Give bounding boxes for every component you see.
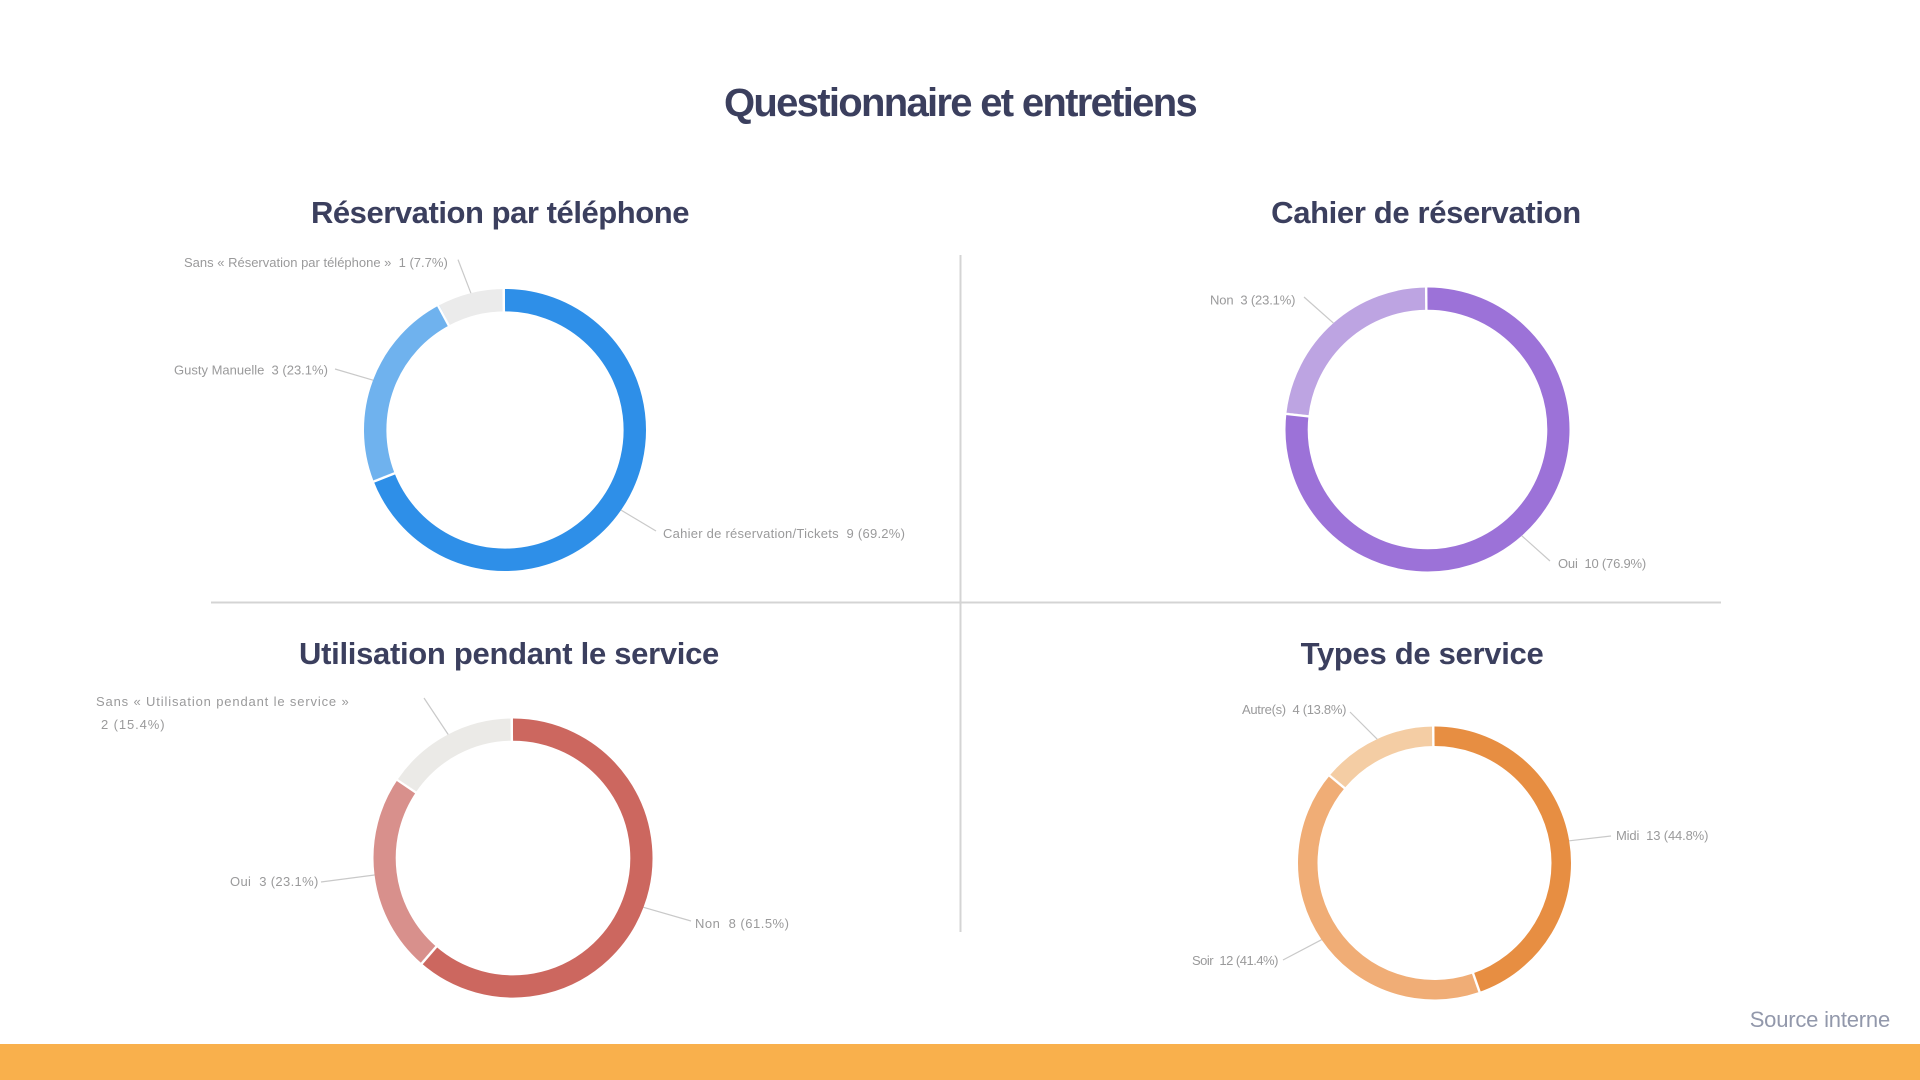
- svg-text:Cahier de réservation/Tickets: Cahier de réservation/Tickets 9 (69.2%): [663, 526, 905, 541]
- svg-text:Non 8 (61.5%): Non 8 (61.5%): [695, 916, 789, 931]
- svg-text:Midi 13 (44.8%): Midi 13 (44.8%): [1616, 828, 1708, 843]
- svg-text:Sans « Utilisation pendant le: Sans « Utilisation pendant le service »: [96, 694, 350, 709]
- svg-text:Réservation par téléphone: Réservation par téléphone: [311, 195, 689, 230]
- svg-text:Sans « Réservation par télépho: Sans « Réservation par téléphone » 1 (7.…: [184, 255, 448, 270]
- svg-text:Autre(s) 4 (13.8%): Autre(s) 4 (13.8%): [1242, 702, 1346, 717]
- svg-text:Questionnaire et entretiens: Questionnaire et entretiens: [724, 81, 1196, 125]
- svg-text:Non 3 (23.1%): Non 3 (23.1%): [1210, 293, 1295, 308]
- svg-text:Oui 3 (23.1%): Oui 3 (23.1%): [230, 874, 319, 889]
- svg-text:Source interne: Source interne: [1750, 1007, 1890, 1032]
- svg-text:Soir 12 (41.4%): Soir 12 (41.4%): [1192, 953, 1278, 968]
- svg-text:Utilisation pendant le service: Utilisation pendant le service: [299, 636, 719, 671]
- svg-text:2 (15.4%): 2 (15.4%): [101, 717, 165, 732]
- svg-text:Cahier de réservation: Cahier de réservation: [1271, 195, 1581, 230]
- svg-text:Oui 10 (76.9%): Oui 10 (76.9%): [1558, 556, 1646, 571]
- svg-text:Types de service: Types de service: [1301, 636, 1544, 671]
- svg-text:Gusty Manuelle 3 (23.1%): Gusty Manuelle 3 (23.1%): [174, 363, 328, 378]
